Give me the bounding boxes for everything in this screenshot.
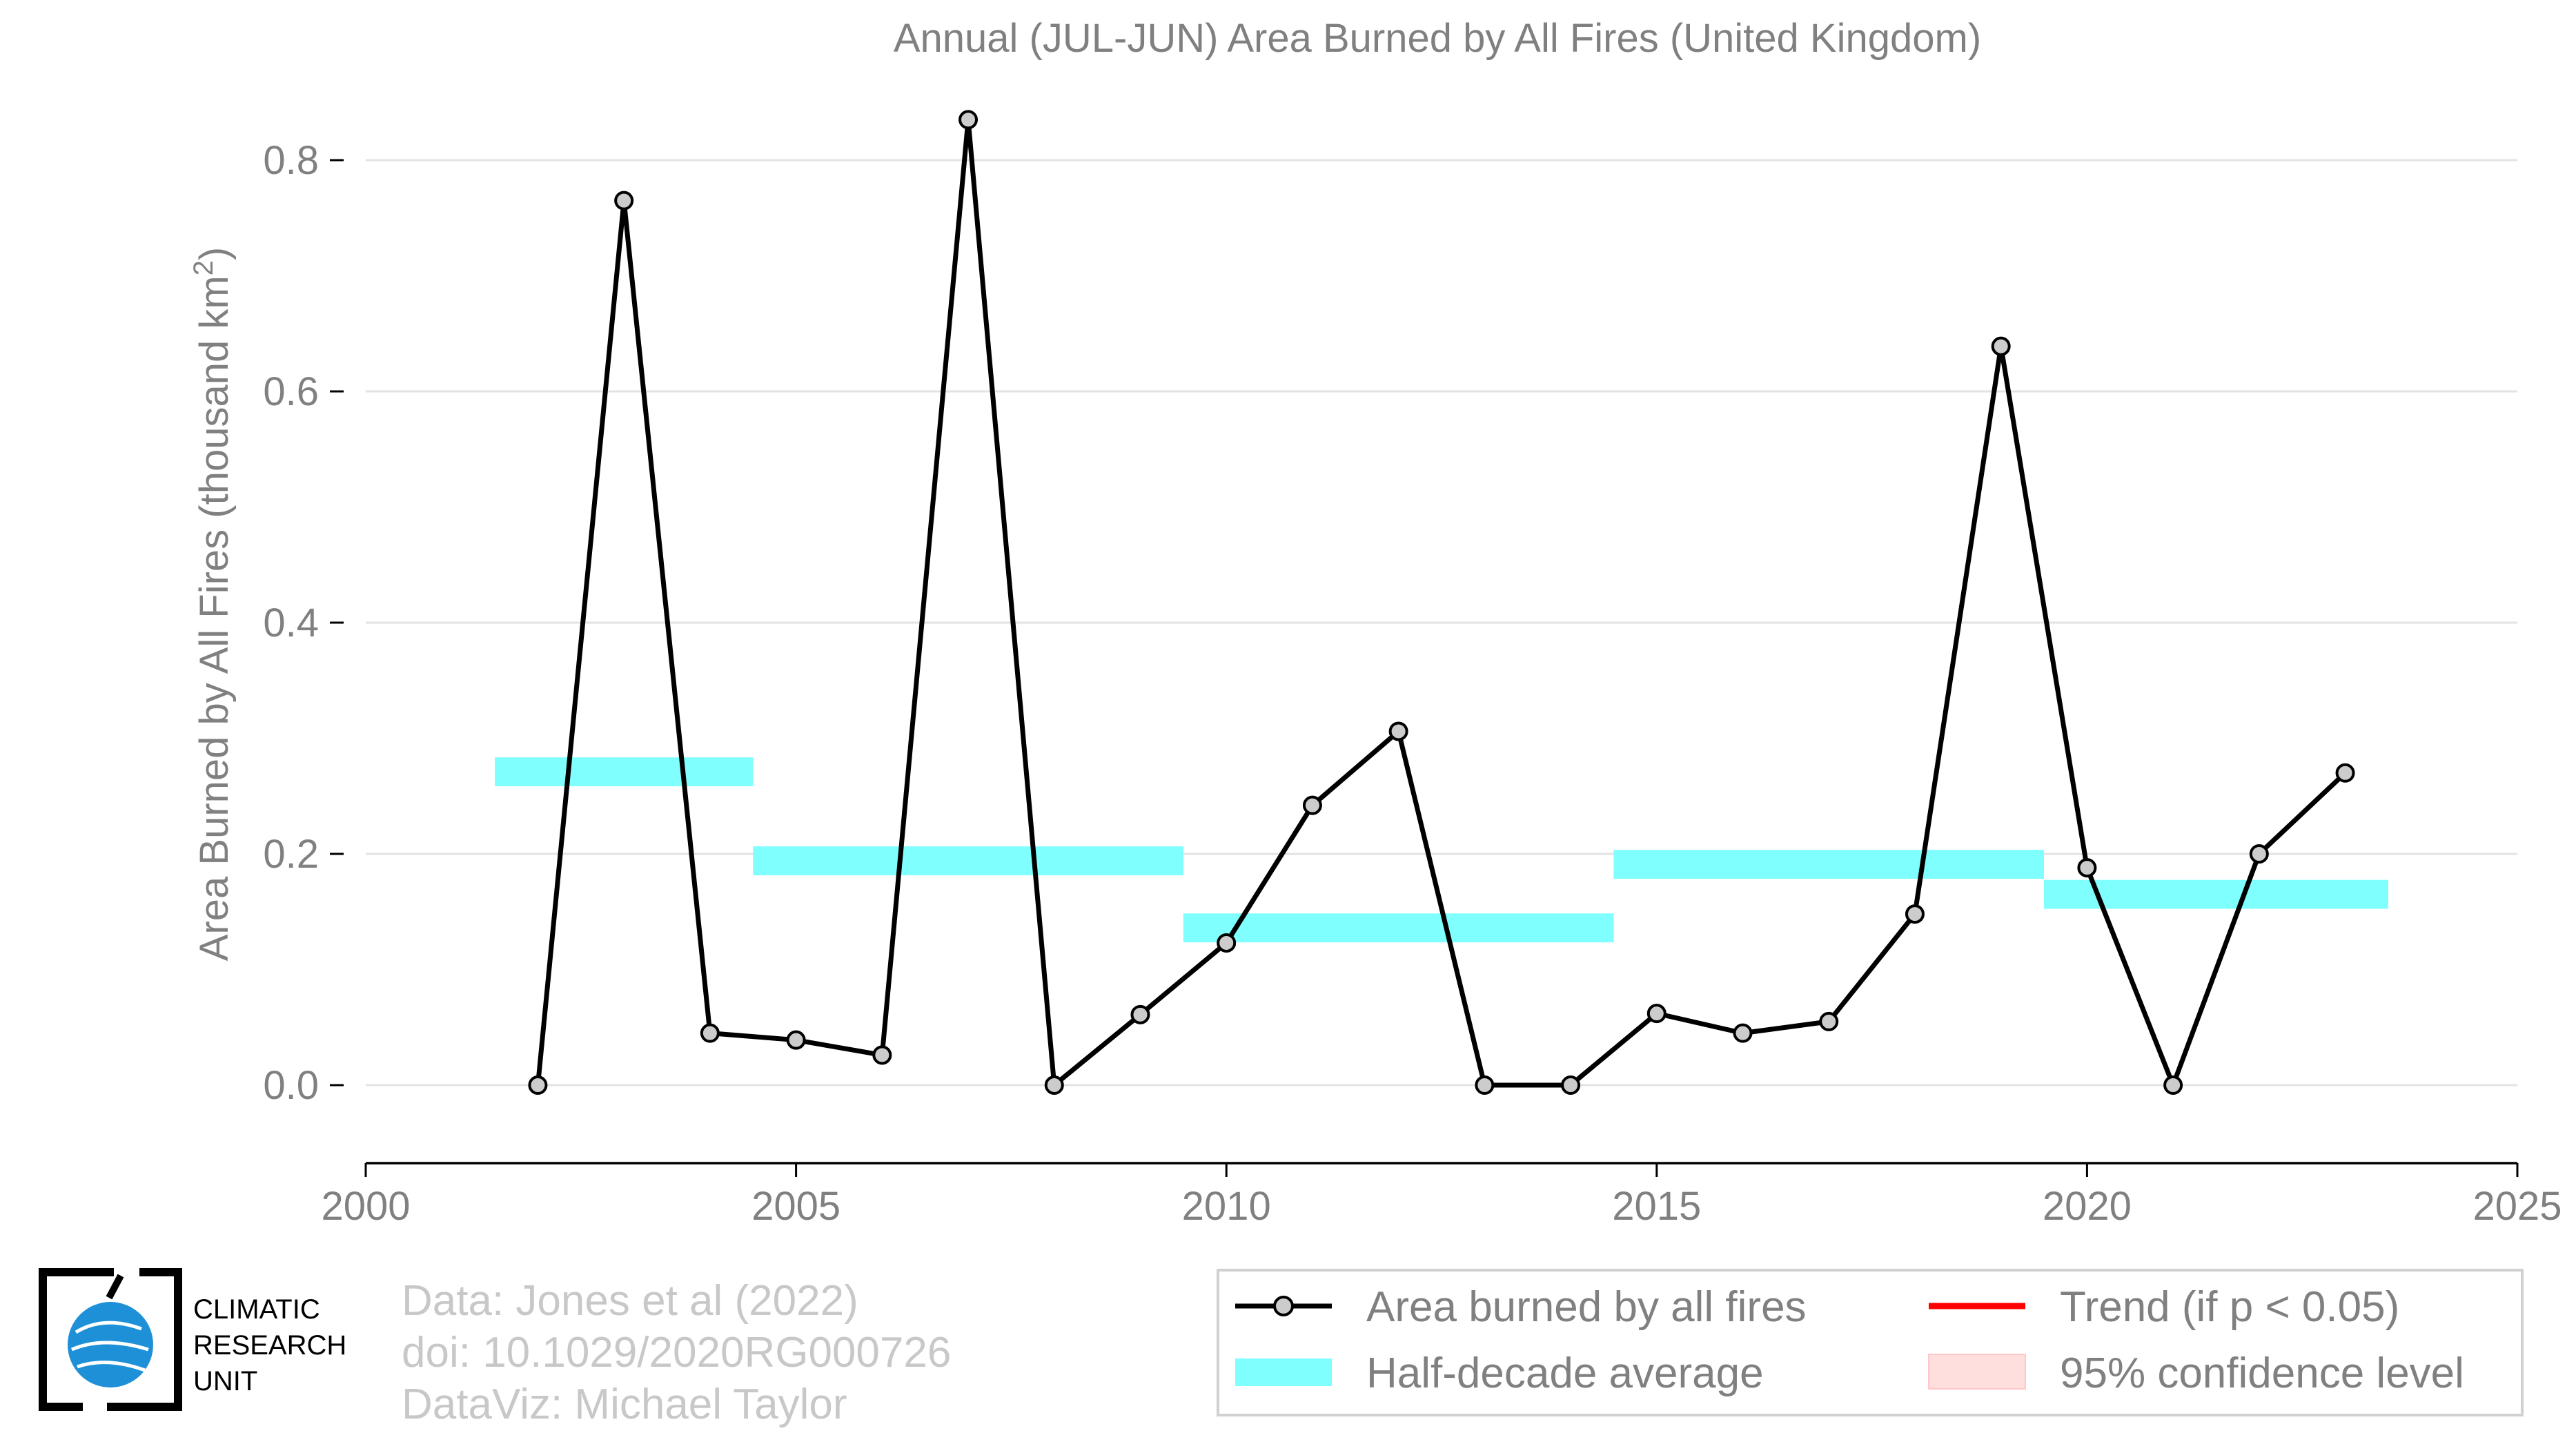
- legend-label-trend: Trend (if p < 0.05): [2060, 1283, 2399, 1331]
- legend-swatch-series-marker: [1273, 1296, 1294, 1316]
- data-point: [1991, 336, 2011, 356]
- x-tick-label: 2010: [1182, 1184, 1271, 1229]
- data-point: [1044, 1075, 1064, 1095]
- legend-swatch-average: [1235, 1359, 1332, 1386]
- chart-title: Annual (JUL-JUN) Area Burned by All Fire…: [894, 16, 1981, 61]
- data-point: [2077, 858, 2097, 878]
- data-point: [1302, 795, 1322, 815]
- legend-swatch-confidence: [1928, 1354, 2026, 1390]
- y-tick-label: 0.6: [263, 369, 319, 414]
- series-line: [535, 117, 2347, 1088]
- series-polyline: [535, 117, 2347, 1088]
- half-decade-average-bar: [1613, 850, 2045, 879]
- series-markers: [528, 110, 2355, 1095]
- data-point: [2335, 763, 2355, 783]
- legend-box: [1217, 1269, 2524, 1416]
- credit-data: Data: Jones et al (2022): [402, 1277, 858, 1325]
- data-point: [2163, 1075, 2183, 1095]
- y-tick-labels: 0.0 0.2 0.4 0.6 0.8: [263, 138, 344, 1108]
- data-point: [1561, 1075, 1581, 1095]
- data-point: [1130, 1004, 1150, 1024]
- grid-lines: [366, 159, 2517, 1087]
- data-point: [872, 1045, 892, 1065]
- cru-logo: CLIMATIC RESEARCH UNIT: [39, 1268, 346, 1411]
- x-axis: 2000 2005 2010 2015 2020 2025: [321, 1162, 2562, 1229]
- x-tick-label: 2020: [2043, 1184, 2132, 1229]
- globe-swirl-icon: [71, 1321, 149, 1372]
- data-point: [786, 1030, 806, 1050]
- credit-dataviz: DataViz: Michael Taylor: [402, 1381, 847, 1428]
- half-decade-average-bar: [753, 846, 1183, 875]
- y-axis-label-close: ): [192, 247, 237, 260]
- y-axis-label-sup: 2: [188, 260, 219, 275]
- logo-slash-icon: [106, 1274, 124, 1300]
- y-tick-label: 0.4: [263, 601, 319, 645]
- half-decade-average-bars: [495, 757, 2388, 943]
- logo-bracket-right-icon: [107, 1268, 182, 1411]
- logo-line-3: UNIT: [193, 1366, 257, 1396]
- logo-line-1: CLIMATIC: [193, 1294, 320, 1325]
- data-point: [1388, 721, 1408, 741]
- y-axis-label-main: Area Burned by All Fires (thousand km: [192, 275, 237, 961]
- data-point: [528, 1075, 548, 1095]
- half-decade-average-bar: [1183, 913, 1614, 943]
- data-point: [2249, 844, 2269, 864]
- x-tick-label: 2025: [2472, 1184, 2562, 1229]
- logo-bracket-left-icon: [39, 1268, 114, 1411]
- x-tick-label: 2015: [1612, 1184, 1701, 1229]
- y-tick-label: 0.2: [263, 832, 319, 877]
- x-tick-label: 2005: [751, 1184, 840, 1229]
- half-decade-average-bar: [495, 757, 754, 787]
- y-tick-label: 0.8: [263, 138, 319, 183]
- x-tick-label: 2000: [321, 1184, 410, 1229]
- data-point: [1819, 1011, 1839, 1031]
- data-point: [614, 191, 634, 211]
- y-tick-label: 0.0: [263, 1063, 319, 1108]
- data-point: [1646, 1004, 1666, 1024]
- y-axis-label: Area Burned by All Fires (thousand km2): [188, 247, 237, 962]
- legend-label-average: Half-decade average: [1366, 1350, 1764, 1397]
- legend-label-confidence: 95% confidence level: [2060, 1350, 2464, 1397]
- legend: Area burned by all fires Trend (if p < 0…: [1217, 1269, 2524, 1416]
- data-point: [1475, 1075, 1495, 1095]
- data-point: [700, 1023, 720, 1043]
- data-point: [958, 110, 979, 130]
- data-point: [1733, 1023, 1753, 1043]
- legend-label-series: Area burned by all fires: [1366, 1283, 1807, 1331]
- credit-doi: doi: 10.1029/2020RG000726: [402, 1329, 951, 1376]
- data-point: [1905, 904, 1925, 924]
- logo-line-2: RESEARCH: [193, 1330, 346, 1361]
- data-point: [1217, 933, 1237, 953]
